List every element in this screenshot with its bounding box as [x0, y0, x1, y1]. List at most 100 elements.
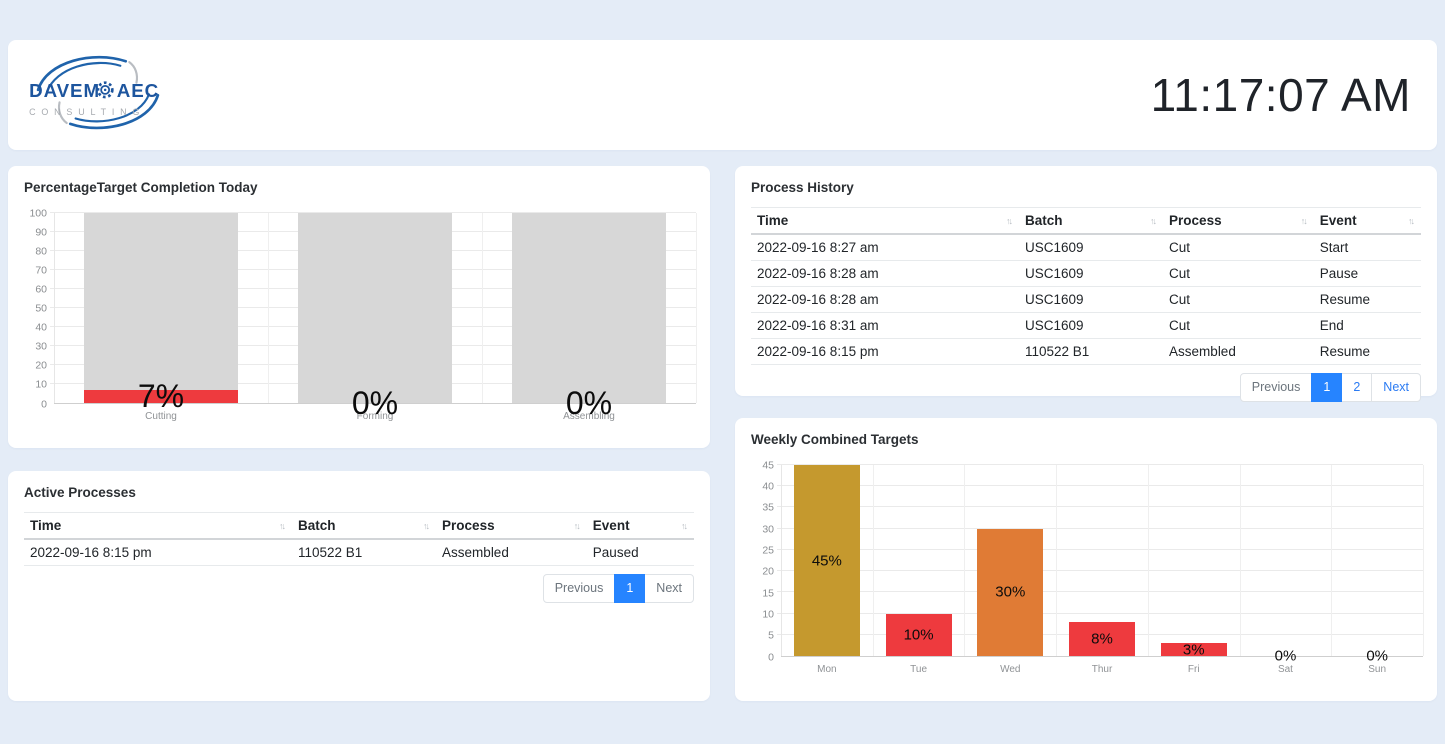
- process-history-panel: Process History Time ↑↓ Batch ↑↓ Process ↑↓ Ev…: [735, 166, 1437, 402]
- bar-value-label: 10%: [903, 626, 934, 644]
- bar-cell-fri: 3%: [1148, 465, 1240, 659]
- y-tick-label: 45: [762, 458, 774, 471]
- logo-orbit-graphic: DAVEM AEC CONSULTING: [29, 55, 160, 129]
- h-gridline: [777, 464, 1423, 465]
- x-label-fri: Fri: [1187, 664, 1200, 675]
- column-label: Batch: [1025, 213, 1063, 228]
- cell-batch: USC1609: [1025, 240, 1084, 255]
- panel-title-history: Process History: [751, 180, 854, 195]
- bar-mon[interactable]: [793, 465, 860, 656]
- panel-title-weekly: Weekly Combined Targets: [751, 432, 919, 447]
- bar-thur[interactable]: [1068, 622, 1136, 656]
- h-gridline: [777, 485, 1423, 487]
- cell-batch: 110522 B1: [298, 545, 363, 560]
- company-logo: DAVEM AEC CONSULTING: [22, 48, 174, 143]
- cell-batch: USC1609: [1025, 318, 1084, 333]
- y-tick-label: 30: [35, 340, 47, 353]
- chart-body: 0 10 20 30 40 50 60 70 80 90 100 7% 0% 0%: [24, 208, 697, 419]
- y-tick-label: 60: [35, 283, 47, 296]
- gear-icon: [96, 80, 114, 98]
- panel-title-active: Active Processes: [24, 485, 136, 500]
- column-label: Process: [442, 518, 495, 533]
- y-tick-label: 20: [35, 359, 47, 372]
- table-header-row: Time ↑↓ Batch ↑↓ Process ↑↓ Event ↑↓: [751, 207, 1421, 235]
- bar-cell-cutting: 7%: [54, 213, 268, 412]
- bar-cutting[interactable]: [83, 389, 239, 403]
- x-axis-labels: Mon Tue Wed Thur Fri Sat Sun: [781, 657, 1423, 675]
- bar-value-label: 45%: [811, 552, 842, 569]
- x-axis-labels: Cutting Forming Assembling: [54, 404, 696, 422]
- sort-icon: ↑↓: [1300, 215, 1308, 226]
- cell-event: Resume: [1319, 344, 1371, 359]
- cell-process: Cut: [1169, 292, 1191, 307]
- active-processes-table: Time ↑↓ Batch ↑↓ Process ↑↓ Event ↑↓ 2022-09-16 …: [24, 512, 694, 566]
- sort-icon: ↑↓: [1407, 215, 1415, 226]
- panel-title-completion: PercentageTarget Completion Today: [24, 180, 258, 195]
- pagination-1[interactable]: 1: [1311, 373, 1343, 402]
- pagination-2[interactable]: 2: [1341, 373, 1373, 402]
- y-tick-label: 50: [35, 302, 47, 315]
- sort-icon: ↑↓: [279, 520, 286, 531]
- y-tick-label: 25: [762, 544, 774, 557]
- bar-cell-tue: 10%: [873, 465, 965, 656]
- bar-wed[interactable]: [977, 528, 1044, 656]
- column-header-batch[interactable]: Batch ↑↓: [292, 513, 436, 538]
- column-header-process[interactable]: Process ↑↓: [1163, 208, 1314, 233]
- v-gridline: [482, 213, 483, 403]
- process-history-table: Time ↑↓ Batch ↑↓ Process ↑↓ Event ↑↓ 2022-09-16 …: [751, 207, 1421, 365]
- target-bar: [511, 213, 667, 403]
- column-header-time[interactable]: Time ↑↓: [751, 208, 1019, 233]
- cell-time: 2022-09-16 8:28 am: [757, 292, 879, 307]
- logo-arc-gray-left: [57, 100, 68, 124]
- header-bar: DAVEM AEC CONSULTING 11:17:07 AM: [8, 40, 1437, 150]
- cell-event: End: [1319, 318, 1344, 333]
- bar-tue[interactable]: [885, 613, 952, 656]
- column-header-batch[interactable]: Batch ↑↓: [1019, 208, 1163, 233]
- y-axis: 0 5 10 15 20 25 30 35 40 45: [751, 460, 781, 662]
- x-label-forming: Forming: [356, 411, 394, 422]
- logo-arc-bottom-inner: [74, 92, 151, 122]
- x-label-wed: Wed: [1000, 664, 1021, 675]
- column-header-process[interactable]: Process ↑↓: [436, 513, 587, 538]
- active-processes-pagination: Previous 1 Next: [24, 574, 694, 603]
- column-header-time[interactable]: Time ↑↓: [24, 513, 292, 538]
- logo-arc-top-outer: [36, 55, 128, 91]
- v-gridline: [1056, 465, 1058, 656]
- target-bar: [297, 213, 453, 403]
- column-label: Event: [592, 518, 630, 533]
- table-row: 2022-09-16 8:28 am USC1609 Cut Pause: [751, 261, 1421, 287]
- bar-cells: 7% 0% 0%: [54, 213, 696, 419]
- bar-value-label: 3%: [1182, 641, 1205, 659]
- bar-fri[interactable]: [1160, 643, 1227, 656]
- cell-batch: 110522 B1: [1025, 344, 1090, 359]
- pagination-previous[interactable]: Previous: [1239, 373, 1313, 402]
- column-header-event[interactable]: Event ↑↓: [587, 513, 694, 538]
- pagination-1[interactable]: 1: [614, 574, 646, 603]
- pagination-next[interactable]: Next: [1371, 373, 1421, 402]
- plot-area: 45% 10% 30% 8% 3% 0% 0%: [777, 464, 1424, 664]
- h-gridline: [777, 506, 1423, 508]
- table-header-row: Time ↑↓ Batch ↑↓ Process ↑↓ Event ↑↓: [24, 512, 694, 540]
- cell-process: Assembled: [442, 545, 509, 560]
- weekly-targets-panel: Weekly Combined Targets 0 5 10 15 20 25 30 35 40…: [735, 418, 1437, 701]
- y-tick-label: 100: [29, 206, 47, 219]
- cell-process: Cut: [1169, 318, 1191, 333]
- cell-process: Cut: [1169, 266, 1191, 281]
- column-header-event[interactable]: Event ↑↓: [1314, 208, 1421, 233]
- y-tick-label: 15: [762, 586, 774, 599]
- bar-value-label: 0%: [1366, 647, 1389, 665]
- x-label-tue: Tue: [910, 664, 928, 675]
- h-gridline: [777, 570, 1423, 572]
- y-tick-label: 35: [762, 501, 774, 514]
- pagination-previous[interactable]: Previous: [542, 574, 616, 603]
- v-gridline: [1423, 465, 1424, 656]
- y-tick-label: 0: [41, 397, 47, 410]
- y-tick-label: 70: [35, 264, 47, 277]
- logo-arc-bottom-outer: [68, 93, 160, 129]
- sort-icon: ↑↓: [573, 520, 581, 531]
- cell-batch: USC1609: [1025, 266, 1084, 281]
- right-column: Process History Time ↑↓ Batch ↑↓ Process ↑↓ Ev…: [735, 166, 1437, 701]
- pagination-next[interactable]: Next: [644, 574, 694, 603]
- y-tick-label: 40: [762, 480, 774, 493]
